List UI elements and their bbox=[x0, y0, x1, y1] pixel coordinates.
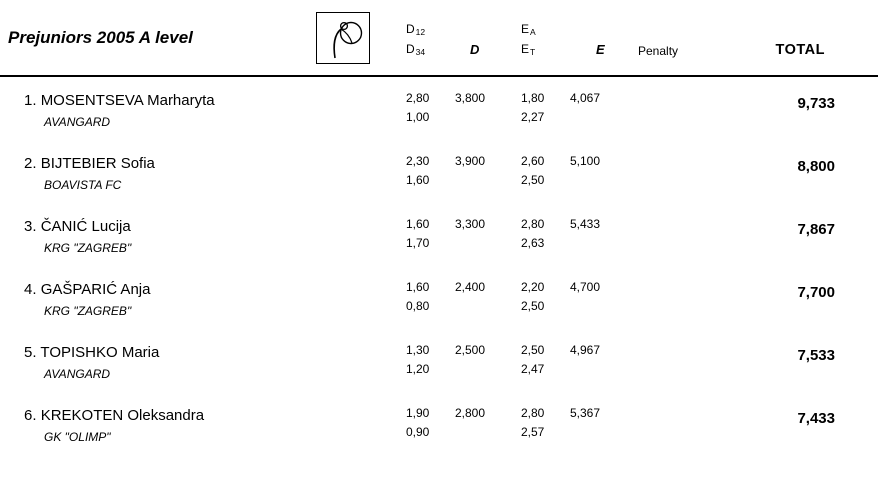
competitor-name: 3. ČANIĆ Lucija bbox=[24, 218, 131, 235]
table-row: 5. TOPISHKO Maria AVANGARD 1,30 1,20 2,5… bbox=[0, 340, 878, 398]
logo-box bbox=[316, 12, 370, 64]
name: GAŠPARIĆ Anja bbox=[40, 281, 151, 298]
name: TOPISHKO Maria bbox=[40, 344, 160, 361]
score-e-total: 5,367 bbox=[570, 406, 601, 420]
page-title: Prejuniors 2005 A level bbox=[8, 28, 193, 47]
column-header-total: TOTAL bbox=[775, 42, 825, 58]
header-divider bbox=[0, 75, 878, 77]
rank: 1. bbox=[24, 92, 37, 109]
score-e-total: 5,100 bbox=[570, 154, 601, 168]
column-header-d34-sub: 34 bbox=[415, 47, 426, 57]
score-total: 8,800 bbox=[797, 158, 835, 175]
score-d34: 1,20 bbox=[406, 362, 430, 376]
score-d12: 2,80 bbox=[406, 91, 430, 105]
score-d12: 1,60 bbox=[406, 280, 430, 294]
table-row: 4. GAŠPARIĆ Anja KRG "ZAGREB" 1,60 0,80 … bbox=[0, 277, 878, 335]
rank: 3. bbox=[24, 218, 37, 235]
score-d34: 1,70 bbox=[406, 236, 430, 250]
table-row: 2. BIJTEBIER Sofia BOAVISTA FC 2,30 1,60… bbox=[0, 151, 878, 209]
score-d12: 2,30 bbox=[406, 154, 430, 168]
club-name: BOAVISTA FC bbox=[44, 178, 122, 192]
name: ČANIĆ Lucija bbox=[40, 218, 131, 235]
column-header-penalty: Penalty bbox=[638, 44, 679, 58]
score-ea: 2,50 bbox=[521, 343, 545, 357]
score-ea: 2,20 bbox=[521, 280, 545, 294]
rank: 5. bbox=[24, 344, 37, 361]
score-et: 2,50 bbox=[521, 173, 545, 187]
score-total: 7,433 bbox=[797, 410, 835, 427]
score-ea: 2,80 bbox=[521, 217, 545, 231]
competitor-name: 1. MOSENTSEVA Marharyta bbox=[24, 92, 215, 109]
column-header-et-sub: T bbox=[530, 47, 536, 57]
club-name: AVANGARD bbox=[44, 367, 111, 381]
rank: 6. bbox=[24, 407, 37, 424]
score-total: 7,700 bbox=[797, 284, 835, 301]
score-d12: 1,60 bbox=[406, 217, 430, 231]
column-header-ea-base: E bbox=[521, 22, 530, 36]
score-total: 9,733 bbox=[797, 95, 835, 112]
score-e-total: 4,967 bbox=[570, 343, 601, 357]
score-total: 7,533 bbox=[797, 347, 835, 364]
score-ea: 1,80 bbox=[521, 91, 545, 105]
score-d-total: 2,800 bbox=[455, 406, 486, 420]
score-e-total: 4,700 bbox=[570, 280, 601, 294]
score-et: 2,63 bbox=[521, 236, 545, 250]
score-d-total: 2,500 bbox=[455, 343, 486, 357]
score-e-total: 4,067 bbox=[570, 91, 601, 105]
column-header-d12-base: D bbox=[406, 22, 415, 36]
column-header-ea-sub: A bbox=[530, 27, 536, 37]
competitor-name: 6. KREKOTEN Oleksandra bbox=[24, 407, 204, 424]
score-et: 2,57 bbox=[521, 425, 545, 439]
club-name: AVANGARD bbox=[44, 115, 111, 129]
club-name: GK "OLIMP" bbox=[44, 430, 111, 444]
score-d-total: 3,800 bbox=[455, 91, 486, 105]
competitor-name: 4. GAŠPARIĆ Anja bbox=[24, 281, 150, 298]
column-header-et: ET bbox=[521, 42, 536, 57]
column-header-e-total: E bbox=[596, 42, 605, 57]
table-row: 6. KREKOTEN Oleksandra GK "OLIMP" 1,90 0… bbox=[0, 403, 878, 461]
column-header-et-base: E bbox=[521, 42, 530, 56]
column-header-d34-base: D bbox=[406, 42, 415, 56]
rank: 4. bbox=[24, 281, 37, 298]
table-row: 1. MOSENTSEVA Marharyta AVANGARD 2,80 1,… bbox=[0, 88, 878, 146]
score-total: 7,867 bbox=[797, 221, 835, 238]
score-d12: 1,30 bbox=[406, 343, 430, 357]
score-ea: 2,80 bbox=[521, 406, 545, 420]
score-d34: 1,00 bbox=[406, 110, 430, 124]
name: BIJTEBIER Sofia bbox=[40, 155, 155, 172]
club-name: KRG "ZAGREB" bbox=[44, 304, 132, 318]
rank: 2. bbox=[24, 155, 37, 172]
column-header-d12: D12 bbox=[406, 22, 426, 37]
competitor-name: 2. BIJTEBIER Sofia bbox=[24, 155, 155, 172]
score-d12: 1,90 bbox=[406, 406, 430, 420]
competitor-name: 5. TOPISHKO Maria bbox=[24, 344, 159, 361]
table-row: 3. ČANIĆ Lucija KRG "ZAGREB" 1,60 1,70 3… bbox=[0, 214, 878, 272]
score-et: 2,47 bbox=[521, 362, 545, 376]
score-d34: 1,60 bbox=[406, 173, 430, 187]
column-header-d-total: D bbox=[470, 42, 480, 57]
score-e-total: 5,433 bbox=[570, 217, 601, 231]
name: KREKOTEN Oleksandra bbox=[40, 407, 205, 424]
club-name: KRG "ZAGREB" bbox=[44, 241, 132, 255]
score-ea: 2,60 bbox=[521, 154, 545, 168]
column-header-d12-sub: 12 bbox=[415, 27, 426, 37]
score-et: 2,27 bbox=[521, 110, 545, 124]
score-d34: 0,80 bbox=[406, 299, 430, 313]
score-d-total: 3,900 bbox=[455, 154, 486, 168]
column-header-d34: D34 bbox=[406, 42, 426, 57]
gymnast-with-hoop-icon bbox=[317, 21, 369, 67]
score-d-total: 2,400 bbox=[455, 280, 486, 294]
score-et: 2,50 bbox=[521, 299, 545, 313]
score-d-total: 3,300 bbox=[455, 217, 486, 231]
score-d34: 0,90 bbox=[406, 425, 430, 439]
name: MOSENTSEVA Marharyta bbox=[40, 92, 215, 109]
column-header-ea: EA bbox=[521, 22, 536, 37]
